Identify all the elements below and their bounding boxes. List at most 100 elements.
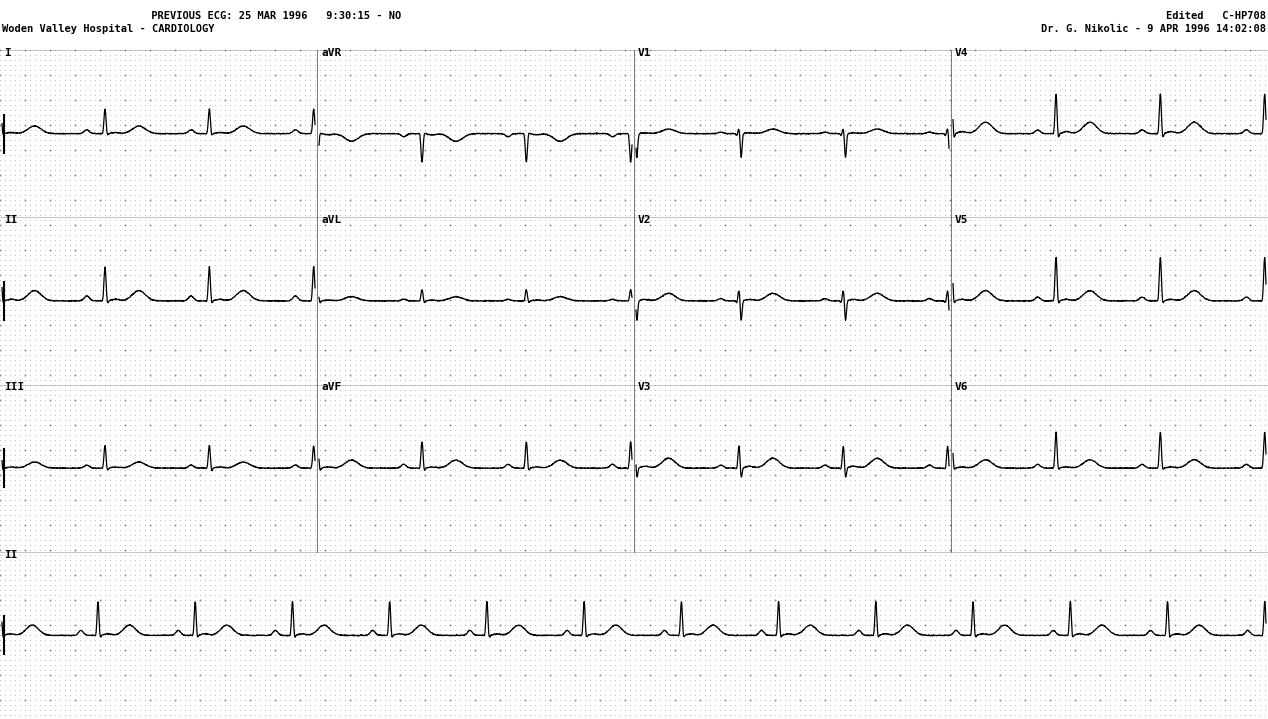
Point — [370, 229, 391, 241]
Point — [214, 184, 235, 196]
Point — [115, 379, 136, 390]
Point — [479, 714, 500, 719]
Point — [1215, 150, 1235, 161]
Point — [739, 644, 760, 656]
Point — [1150, 239, 1170, 251]
Point — [505, 679, 525, 691]
Point — [664, 679, 685, 691]
Point — [95, 629, 115, 641]
Point — [375, 499, 396, 510]
Point — [839, 489, 860, 500]
Point — [430, 260, 450, 271]
Point — [790, 279, 810, 290]
Point — [139, 559, 160, 571]
Point — [270, 690, 290, 701]
Point — [375, 114, 396, 126]
Point — [415, 714, 435, 719]
Point — [340, 475, 360, 486]
Point — [1110, 549, 1130, 561]
Point — [1050, 414, 1070, 426]
Point — [960, 475, 980, 486]
Point — [834, 539, 855, 551]
Point — [415, 255, 435, 266]
Point — [650, 309, 671, 321]
Point — [675, 64, 695, 75]
Point — [1220, 114, 1240, 126]
Point — [664, 444, 685, 456]
Point — [600, 564, 620, 576]
Point — [520, 499, 540, 510]
Point — [1194, 434, 1215, 446]
Point — [425, 619, 445, 631]
Point — [290, 224, 311, 236]
Point — [365, 534, 385, 546]
Point — [250, 459, 270, 471]
Point — [800, 489, 820, 500]
Point — [780, 669, 800, 681]
Point — [185, 644, 205, 656]
Point — [1189, 529, 1210, 541]
Point — [230, 375, 250, 386]
Point — [530, 194, 550, 206]
Point — [775, 334, 795, 346]
Point — [1009, 49, 1030, 60]
Point — [530, 424, 550, 436]
Point — [1030, 434, 1050, 446]
Point — [515, 344, 535, 356]
Point — [980, 394, 1000, 406]
Point — [285, 509, 306, 521]
Point — [1245, 389, 1265, 400]
Point — [940, 219, 960, 231]
Point — [355, 659, 375, 671]
Point — [1004, 695, 1025, 706]
Point — [5, 394, 25, 406]
Point — [1145, 559, 1165, 571]
Point — [115, 519, 136, 531]
Point — [180, 59, 200, 70]
Point — [290, 434, 311, 446]
Point — [1250, 260, 1268, 271]
Point — [450, 574, 470, 586]
Point — [945, 639, 965, 651]
Point — [195, 159, 216, 170]
Point — [474, 59, 495, 70]
Point — [924, 324, 945, 336]
Point — [410, 604, 430, 615]
Point — [650, 239, 671, 251]
Point — [15, 139, 36, 151]
Point — [465, 554, 486, 566]
Point — [1125, 679, 1145, 691]
Point — [1170, 504, 1191, 516]
Point — [455, 585, 476, 596]
Point — [739, 379, 760, 390]
Point — [790, 69, 810, 81]
Point — [145, 604, 165, 615]
Point — [895, 284, 915, 296]
Point — [10, 184, 30, 196]
Point — [404, 314, 425, 326]
Point — [530, 604, 550, 615]
Point — [785, 534, 805, 546]
Point — [839, 99, 860, 111]
Point — [945, 569, 965, 581]
Point — [505, 475, 525, 486]
Point — [80, 569, 100, 581]
Point — [1255, 304, 1268, 316]
Point — [1065, 150, 1085, 161]
Point — [780, 169, 800, 180]
Point — [865, 379, 885, 390]
Point — [839, 704, 860, 715]
Point — [505, 229, 525, 241]
Point — [744, 164, 765, 175]
Point — [905, 695, 926, 706]
Point — [160, 224, 180, 236]
Point — [990, 99, 1011, 111]
Point — [1009, 129, 1030, 141]
Point — [805, 609, 825, 620]
Point — [950, 709, 970, 719]
Point — [980, 544, 1000, 556]
Point — [545, 54, 566, 65]
Point — [39, 329, 60, 341]
Point — [375, 519, 396, 531]
Point — [935, 294, 955, 306]
